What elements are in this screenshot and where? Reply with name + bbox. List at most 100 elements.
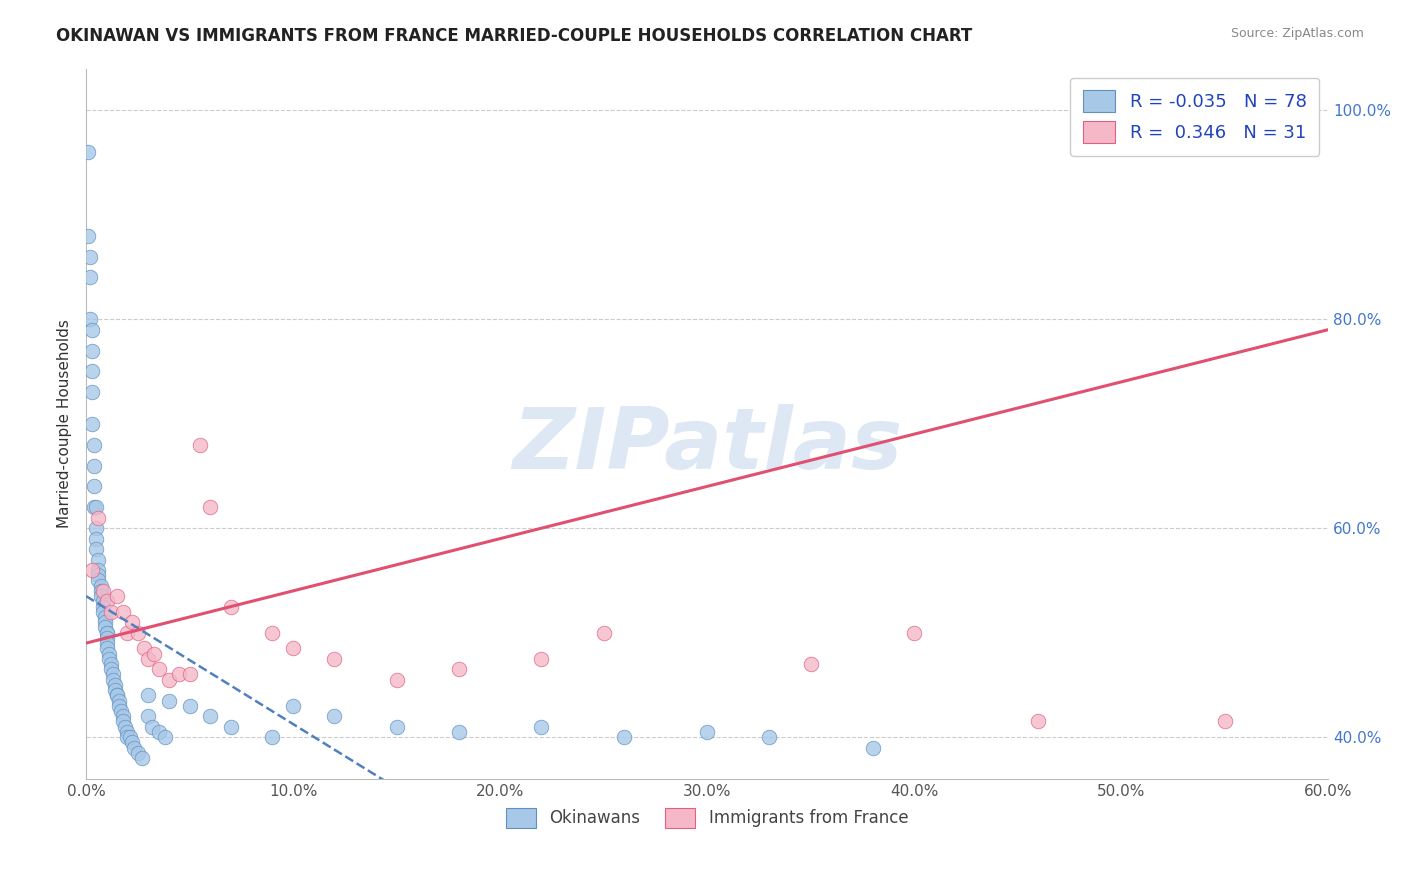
Point [108, 693, 131, 707]
Point [93, 620, 115, 634]
Point [82, 343, 104, 358]
Point [117, 725, 139, 739]
Point [101, 667, 124, 681]
Point [323, 652, 346, 666]
Point [83, 500, 105, 515]
Point [143, 647, 166, 661]
Point [127, 625, 149, 640]
Point [758, 730, 780, 744]
Point [613, 730, 636, 744]
Point [219, 720, 242, 734]
Point [86, 500, 108, 515]
Point [447, 725, 470, 739]
Point [86, 521, 108, 535]
Point [79, 312, 101, 326]
Point [108, 698, 131, 713]
Point [87, 574, 110, 588]
Point [862, 740, 884, 755]
Point [1026, 714, 1049, 729]
Point [90, 583, 112, 598]
Point [79, 250, 101, 264]
Point [157, 693, 180, 707]
Legend: Okinawans, Immigrants from France: Okinawans, Immigrants from France [499, 801, 915, 835]
Point [96, 594, 118, 608]
Point [219, 599, 242, 614]
Point [101, 673, 124, 687]
Point [131, 751, 153, 765]
Point [97, 647, 120, 661]
Point [104, 678, 127, 692]
Point [91, 605, 114, 619]
Point [903, 625, 925, 640]
Point [112, 709, 135, 723]
Text: ZIPatlas: ZIPatlas [512, 403, 903, 486]
Point [96, 636, 118, 650]
Point [281, 641, 304, 656]
Text: Source: ZipAtlas.com: Source: ZipAtlas.com [1230, 27, 1364, 40]
Point [262, 625, 284, 640]
Point [530, 652, 553, 666]
Point [385, 673, 408, 687]
Point [87, 568, 110, 582]
Point [82, 323, 104, 337]
Point [132, 641, 155, 656]
Point [136, 652, 159, 666]
Point [93, 610, 115, 624]
Point [121, 615, 143, 630]
Point [117, 730, 139, 744]
Point [91, 594, 114, 608]
Point [200, 500, 222, 515]
Point [104, 683, 127, 698]
Point [110, 704, 132, 718]
Point [83, 458, 105, 473]
Point [82, 563, 104, 577]
Point [179, 698, 201, 713]
Point [91, 599, 114, 614]
Point [87, 563, 110, 577]
Point [96, 641, 118, 656]
Point [87, 510, 110, 524]
Point [136, 709, 159, 723]
Point [281, 698, 304, 713]
Point [136, 689, 159, 703]
Point [86, 542, 108, 557]
Point [112, 605, 135, 619]
Point [93, 615, 115, 630]
Point [122, 740, 145, 755]
Point [530, 720, 553, 734]
Point [77, 228, 100, 243]
Point [148, 725, 170, 739]
Point [90, 579, 112, 593]
Y-axis label: Married-couple Households: Married-couple Households [58, 319, 72, 528]
Point [121, 735, 143, 749]
Point [1213, 714, 1236, 729]
Point [96, 631, 118, 645]
Point [141, 720, 163, 734]
Point [200, 709, 222, 723]
Point [592, 625, 614, 640]
Point [100, 657, 122, 671]
Point [96, 625, 118, 640]
Point [114, 720, 136, 734]
Point [262, 730, 284, 744]
Point [82, 364, 104, 378]
Point [100, 662, 122, 676]
Point [117, 625, 139, 640]
Point [86, 532, 108, 546]
Point [90, 589, 112, 603]
Point [188, 437, 211, 451]
Point [148, 662, 170, 676]
Point [82, 385, 104, 400]
Point [96, 625, 118, 640]
Point [83, 437, 105, 451]
Point [323, 709, 346, 723]
Point [112, 714, 135, 729]
Point [100, 605, 122, 619]
Point [153, 730, 176, 744]
Point [800, 657, 823, 671]
Point [97, 652, 120, 666]
Point [105, 689, 128, 703]
Point [87, 552, 110, 566]
Point [179, 667, 201, 681]
Point [385, 720, 408, 734]
